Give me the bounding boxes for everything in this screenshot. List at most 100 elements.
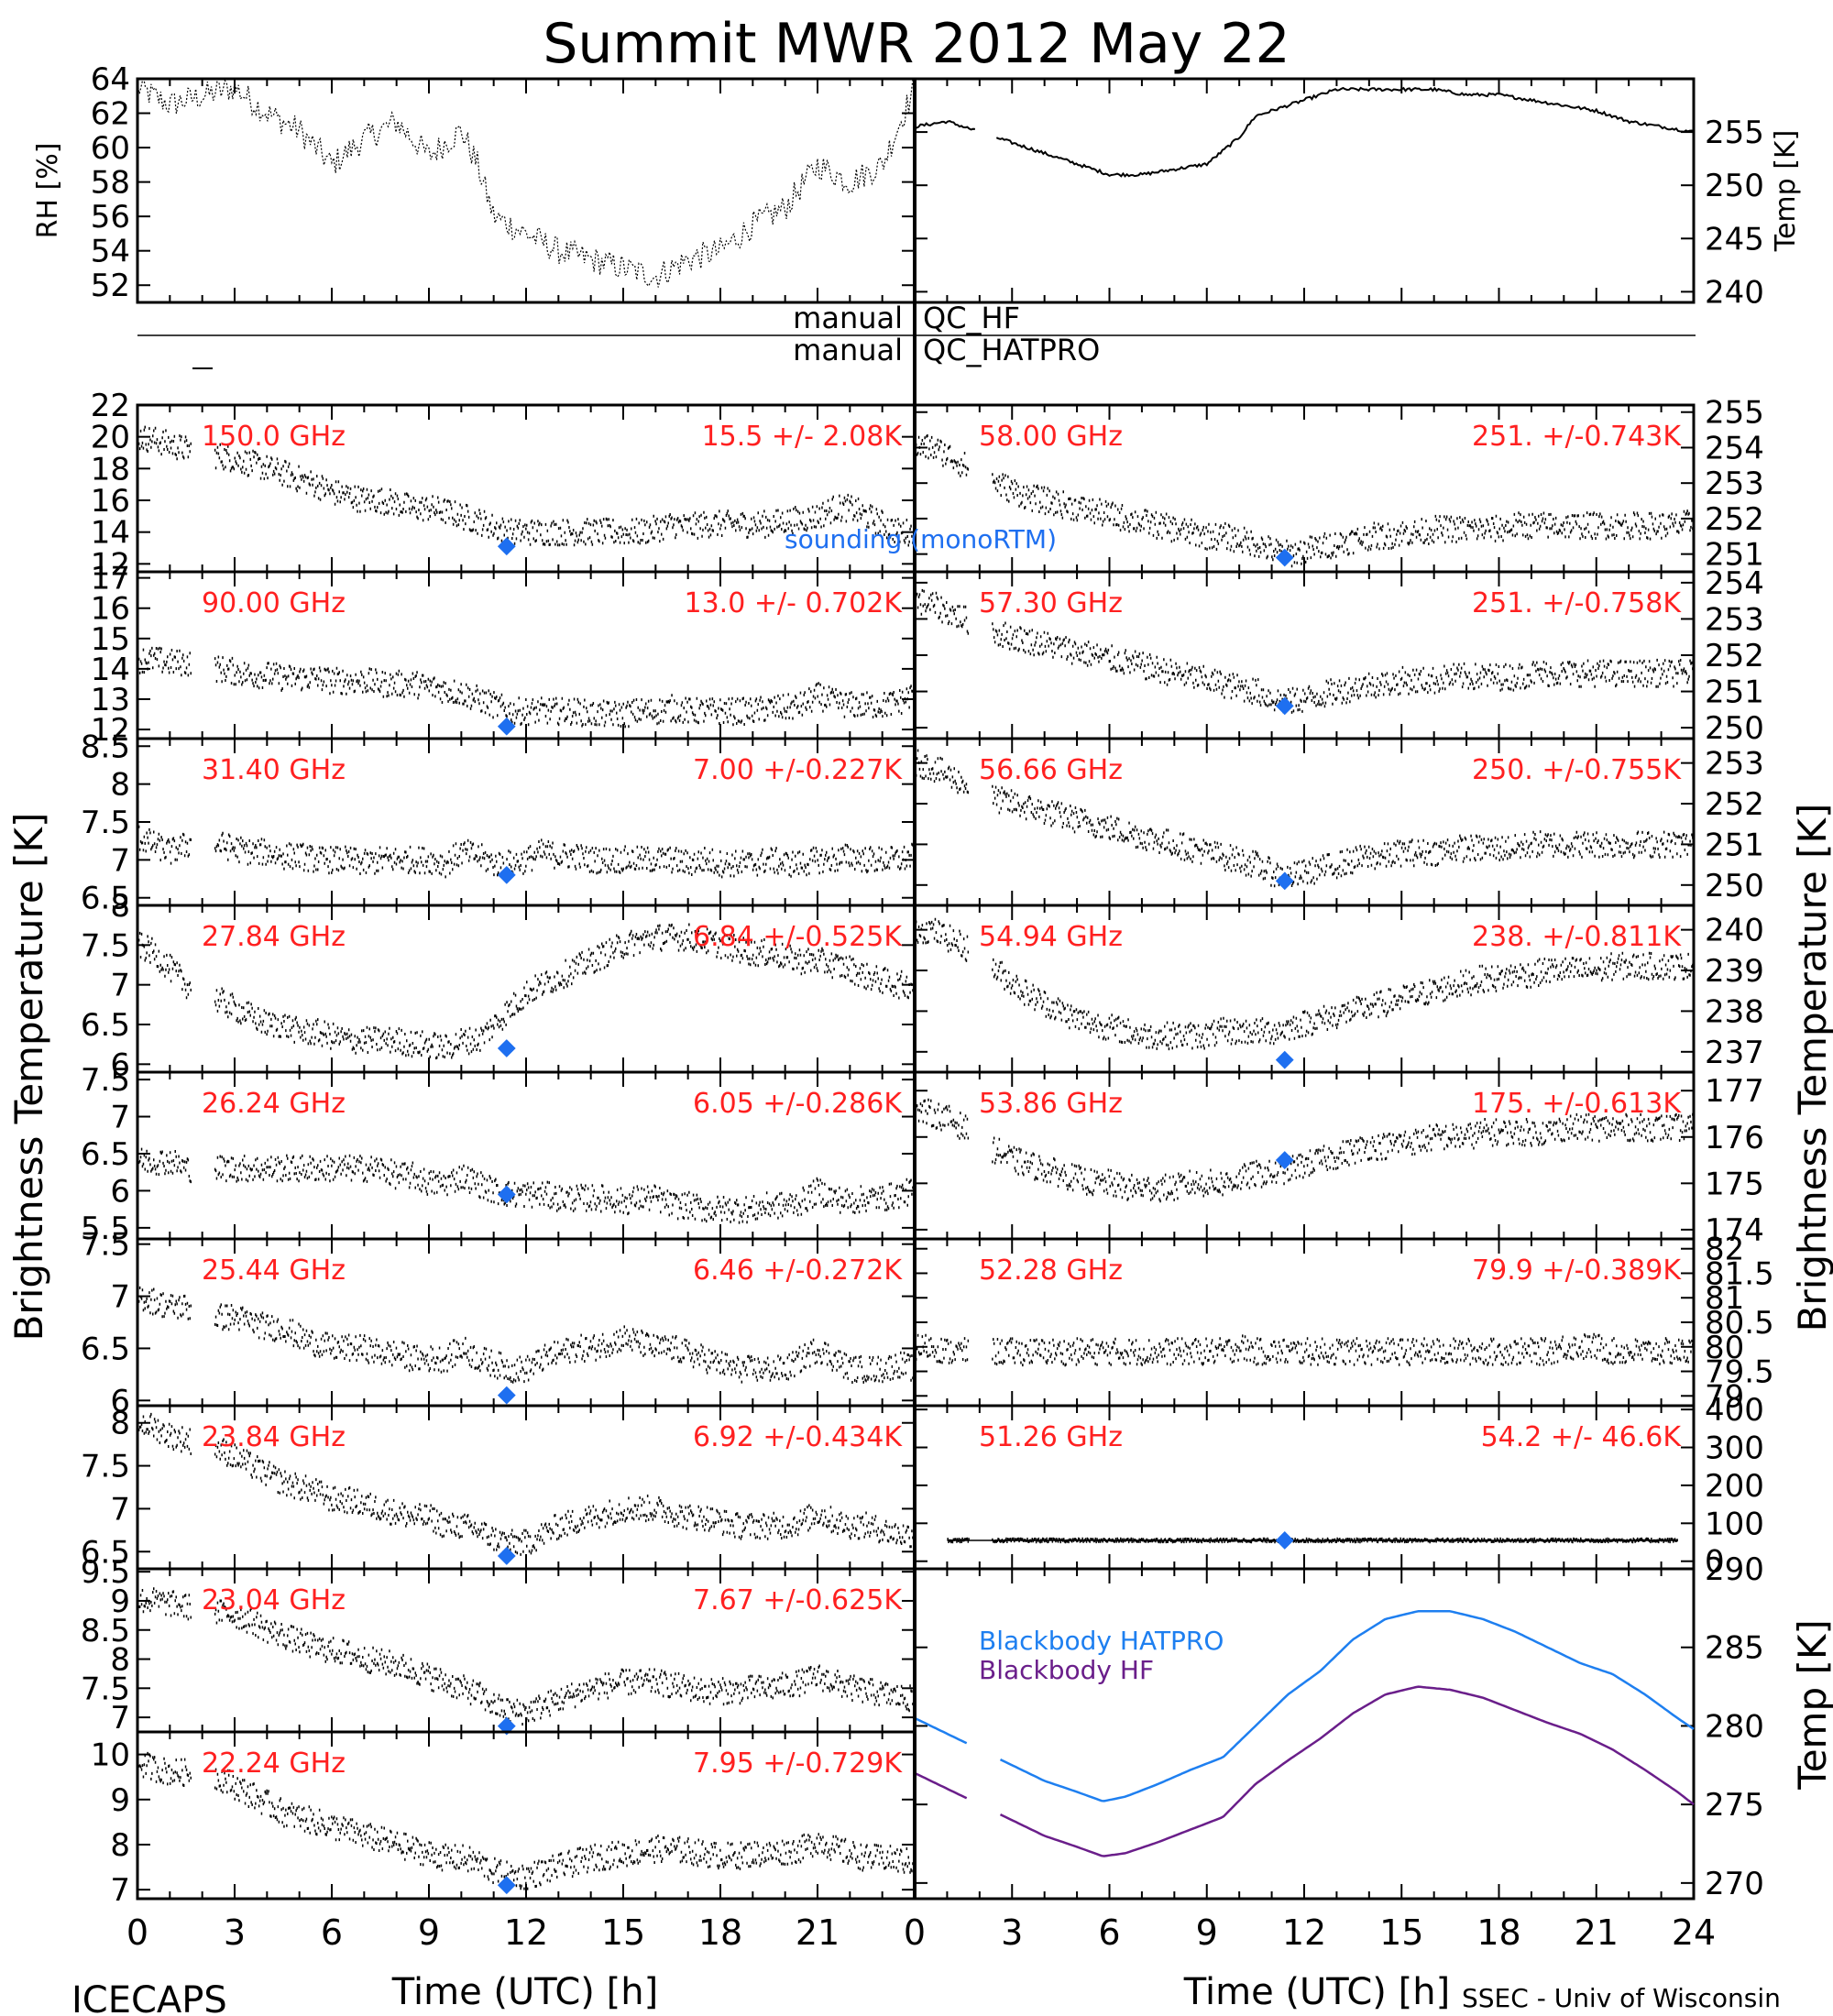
y-tick-label: 5.5	[81, 1211, 130, 1247]
y-tick-label: 7.5	[81, 1449, 130, 1485]
y-tick-label: 250	[1705, 168, 1764, 204]
y-tick-label: 12	[91, 546, 130, 583]
qc-hatpro-right: QC_HATPRO	[923, 333, 1100, 367]
y-tick-label: 7	[110, 1872, 130, 1909]
sounding-marker	[497, 1185, 516, 1204]
footer-right: SSEC - Univ of Wisconsin	[1462, 1983, 1781, 2013]
x-tick-label: 3	[224, 1912, 246, 1953]
sounding-marker	[497, 1039, 516, 1057]
y-tick-label: 8	[110, 767, 130, 804]
y-tick-label: 7	[110, 1279, 130, 1316]
legend-hf: Blackbody HF	[979, 1655, 1154, 1685]
stats-label: 251. +/-0.758K	[1472, 587, 1682, 619]
x-tick-label: 9	[418, 1912, 440, 1953]
legend-hatpro: Blackbody HATPRO	[979, 1626, 1224, 1656]
sounding-marker	[497, 1876, 516, 1895]
y-tick-label: 12	[91, 712, 130, 749]
freq-label: 25.44 GHz	[202, 1255, 346, 1287]
y-tick-label: 255	[1705, 395, 1764, 432]
panel-blackbody: 290 285 280 275 270 Blackbody HATPROBlackbody…	[913, 1551, 1764, 1902]
x-tick-label: 21	[1575, 1912, 1619, 1953]
y-tick-label: 62	[91, 96, 130, 133]
y-tick-label: 79	[1705, 1378, 1744, 1415]
x-tick-label: 24	[1672, 1912, 1716, 1953]
x-tick-label: 12	[504, 1912, 548, 1953]
y-tick-label: 400	[1705, 1392, 1764, 1429]
footer-left: ICECAPS	[71, 1979, 227, 2016]
x-tick-label: 6	[321, 1912, 343, 1953]
freq-label: 23.04 GHz	[202, 1584, 346, 1616]
y-tick-label: 6.5	[81, 1331, 130, 1367]
y-tick-label: 64	[91, 61, 130, 98]
x-tick-label: 21	[796, 1912, 840, 1953]
sounding-marker	[1275, 696, 1294, 716]
y-title-left: Brightness Temperature [K]	[6, 813, 51, 1342]
y-tick-label: 7.5	[81, 927, 130, 964]
stats-label: 250. +/-0.755K	[1472, 754, 1682, 786]
y-tick-label: 0	[1705, 1544, 1725, 1581]
y-tick-label: 82	[1705, 1232, 1744, 1268]
y-tick-label: 238	[1705, 993, 1764, 1030]
y-tick-label: 6	[110, 1383, 130, 1419]
freq-label: 54.94 GHz	[979, 921, 1123, 953]
stats-label: 7.95 +/-0.729K	[693, 1748, 903, 1780]
freq-label: 26.24 GHz	[202, 1088, 346, 1120]
x-tick-label: 6	[1098, 1912, 1120, 1953]
y-tick-label: 280	[1705, 1708, 1764, 1745]
qc-hf-left: manual	[793, 301, 903, 335]
freq-label: 27.84 GHz	[202, 921, 346, 953]
y-tick-label: 290	[1705, 1551, 1764, 1588]
freq-label: 58.00 GHz	[979, 421, 1123, 453]
y-tick-label: 54	[91, 234, 130, 270]
y-tick-label: 6.5	[81, 1534, 130, 1571]
stats-label: 7.00 +/-0.227K	[693, 754, 903, 786]
y-tick-label: 15	[91, 621, 130, 658]
series-line-hatpro	[914, 1610, 1695, 1802]
qc-area: manual QC_HF manual QC_HATPRO	[137, 301, 1696, 369]
sounding-marker	[497, 1386, 516, 1405]
y-tick-label: 240	[1705, 274, 1764, 311]
x-tick-label: 3	[1001, 1912, 1023, 1953]
y-tick-label: 253	[1705, 601, 1764, 638]
y-tick-label: 253	[1705, 466, 1764, 502]
y-tick-label: 252	[1705, 786, 1764, 823]
y-tick-label: 237	[1705, 1035, 1764, 1071]
x-tick-label: 0	[126, 1912, 148, 1953]
panel-ylabel: RH [%]	[32, 143, 64, 239]
sounding-marker	[497, 866, 516, 884]
qc-hatpro-left: manual	[793, 333, 903, 367]
y-tick-label: 13	[91, 682, 130, 718]
series-line	[137, 76, 916, 288]
y-tick-label: 251	[1705, 827, 1764, 863]
freq-label: 52.28 GHz	[979, 1255, 1123, 1287]
y-tick-label: 20	[91, 420, 130, 456]
x-label-left: Time (UTC) [h]	[391, 1971, 658, 2013]
x-tick-label: 0	[904, 1912, 926, 1953]
freq-label: 56.66 GHz	[979, 754, 1123, 786]
y-tick-label: 80	[1705, 1330, 1744, 1366]
y-tick-label: 8	[110, 1406, 130, 1442]
y-tick-label: 253	[1705, 746, 1764, 783]
y-tick-label: 9	[110, 1583, 130, 1620]
data-points	[137, 825, 916, 879]
y-tick-label: 14	[91, 515, 130, 552]
sounding-label: sounding (monoRTM)	[785, 524, 1057, 554]
y-tick-label: 8	[110, 1642, 130, 1679]
y-tick-label: 252	[1705, 638, 1764, 674]
qc-hf-right: QC_HF	[923, 301, 1020, 335]
x-tick-label: 15	[601, 1912, 645, 1953]
stats-label: 15.5 +/- 2.08K	[702, 421, 904, 453]
y-tick-label: 80.5	[1705, 1305, 1774, 1342]
series-line-hf	[914, 1685, 1695, 1857]
data-points	[137, 1409, 916, 1556]
y-tick-label: 16	[91, 591, 130, 628]
y-tick-label: 16	[91, 483, 130, 520]
y-tick-label: 6.5	[81, 881, 130, 917]
